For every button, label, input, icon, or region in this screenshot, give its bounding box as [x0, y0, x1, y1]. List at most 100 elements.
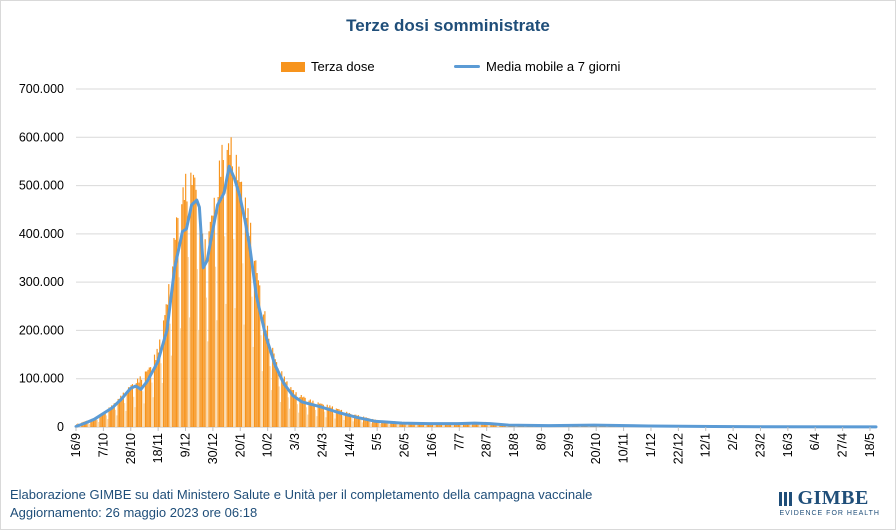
- terza-dose-bar: [95, 417, 97, 427]
- terza-dose-bar: [229, 154, 231, 428]
- terza-dose-bar: [190, 172, 192, 427]
- terza-dose-bar: [326, 404, 328, 427]
- x-tick-label: 16/6: [425, 433, 439, 457]
- terza-dose-bar: [498, 425, 500, 427]
- terza-dose-bar: [496, 424, 498, 427]
- x-tick-label: 30/12: [206, 433, 220, 464]
- terza-dose-bar: [103, 411, 105, 427]
- terza-dose-bar: [370, 423, 372, 427]
- y-tick-label: 400.000: [19, 227, 64, 241]
- terza-dose-bar: [337, 408, 339, 427]
- x-tick-label: 24/3: [315, 433, 329, 457]
- terza-dose-bar: [105, 415, 108, 427]
- terza-dose-bar: [376, 420, 378, 427]
- terza-dose-bar: [372, 418, 374, 427]
- terza-dose-bar: [327, 407, 330, 427]
- terza-dose-bar: [308, 400, 310, 427]
- terza-dose-bar: [412, 422, 414, 427]
- x-tick-label: 28/10: [124, 433, 138, 464]
- terza-dose-bar: [461, 425, 463, 427]
- terza-dose-bar: [250, 222, 252, 427]
- terza-dose-bar: [434, 425, 436, 427]
- terza-dose-bar: [264, 311, 266, 427]
- terza-dose-bar: [150, 367, 152, 427]
- terza-dose-bar: [120, 395, 122, 427]
- terza-dose-bar: [364, 417, 366, 427]
- terza-dose-bar: [261, 371, 263, 427]
- x-tick-label: 20/1: [233, 433, 247, 457]
- terza-dose-bar: [221, 144, 223, 428]
- chart-legend: Terza dose Media mobile a 7 giorni: [0, 59, 896, 79]
- terza-dose-bar: [253, 260, 256, 427]
- terza-dose-bar: [148, 367, 150, 427]
- terza-dose-bar: [278, 386, 280, 427]
- x-tick-label: 7/7: [452, 433, 466, 450]
- terza-dose-bar: [187, 257, 189, 427]
- x-tick-label: 5/5: [370, 433, 384, 450]
- terza-dose-bar: [477, 422, 479, 427]
- terza-dose-bar: [156, 348, 158, 427]
- legend-label-line: Media mobile a 7 giorni: [486, 59, 621, 74]
- terza-dose-bar: [169, 323, 171, 427]
- x-tick-label: 8/9: [534, 433, 548, 450]
- terza-dose-bar: [198, 330, 200, 427]
- terza-dose-bar: [226, 149, 228, 427]
- terza-dose-bar: [386, 420, 388, 427]
- terza-dose-bar: [139, 376, 141, 427]
- terza-dose-bar: [316, 416, 318, 427]
- terza-dose-bar: [314, 409, 317, 427]
- terza-dose-bar: [342, 415, 344, 427]
- terza-dose-bar: [185, 173, 187, 427]
- terza-dose-bar: [272, 347, 274, 427]
- terza-dose-bar: [274, 359, 276, 427]
- terza-dose-bar: [164, 315, 166, 427]
- terza-dose-bar: [203, 263, 205, 427]
- terza-dose-bar: [101, 413, 104, 427]
- terza-dose-bar: [168, 284, 170, 427]
- terza-dose-bar: [443, 425, 445, 427]
- terza-dose-bar: [468, 422, 470, 427]
- terza-dose-bar: [451, 424, 453, 427]
- legend-swatch-line: [454, 65, 480, 68]
- terza-dose-bar: [99, 414, 101, 427]
- terza-dose-bar: [130, 385, 132, 427]
- terza-dose-bar: [373, 419, 375, 427]
- terza-dose-bar: [268, 338, 270, 427]
- terza-dose-bar: [424, 424, 426, 427]
- terza-dose-bar: [166, 304, 169, 427]
- x-tick-label: 3/3: [288, 433, 302, 450]
- terza-dose-bar: [242, 263, 244, 427]
- terza-dose-bar: [266, 325, 269, 427]
- terza-dose-bar: [361, 422, 363, 427]
- terza-dose-bar: [183, 200, 185, 427]
- terza-dose-bar: [122, 392, 124, 427]
- terza-dose-bar: [276, 362, 278, 427]
- y-tick-label: 100.000: [19, 372, 64, 386]
- terza-dose-bar: [91, 418, 93, 427]
- terza-dose-bar: [474, 422, 476, 427]
- terza-dose-bar: [208, 231, 210, 427]
- terza-dose-bar: [307, 414, 309, 427]
- terza-dose-bar: [287, 397, 289, 427]
- terza-dose-bar: [318, 403, 321, 427]
- x-tick-label: 16/3: [781, 433, 795, 457]
- footer-updated: Aggiornamento: 26 maggio 2023 ore 06:18: [10, 505, 258, 520]
- terza-dose-bar: [283, 376, 285, 427]
- terza-dose-bar: [247, 208, 249, 427]
- terza-dose-bar: [273, 353, 275, 427]
- x-tick-label: 10/2: [261, 433, 275, 457]
- x-tick-label: 1/12: [644, 433, 658, 457]
- terza-dose-bar: [220, 176, 222, 427]
- terza-dose-bar: [392, 421, 395, 427]
- terza-dose-bar: [387, 422, 389, 427]
- terza-dose-bar: [96, 419, 98, 427]
- terza-dose-bar: [94, 417, 96, 427]
- terza-dose-bar: [466, 422, 469, 427]
- logo-tagline: EVIDENCE FOR HEALTH: [779, 510, 880, 517]
- x-tick-label: 23/2: [753, 433, 767, 457]
- terza-dose-bar: [209, 221, 211, 427]
- terza-dose-bar: [396, 423, 398, 427]
- terza-dose-bar: [303, 396, 305, 427]
- terza-dose-bar: [383, 420, 385, 427]
- terza-dose-bar: [317, 402, 319, 427]
